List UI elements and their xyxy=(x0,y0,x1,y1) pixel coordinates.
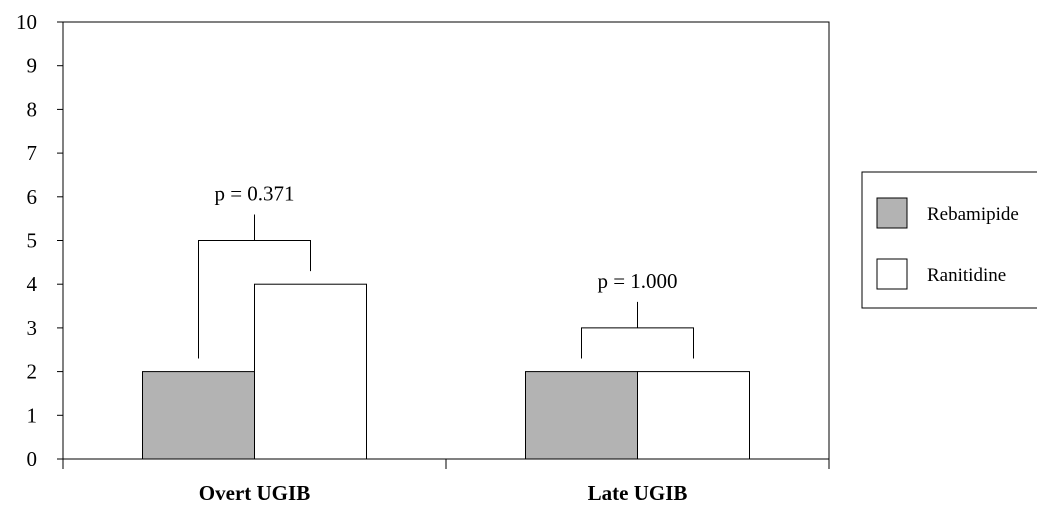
bars xyxy=(142,283,750,460)
y-tick-label: 4 xyxy=(27,272,38,296)
category-label: Overt UGIB xyxy=(199,481,310,505)
y-tick-label: 0 xyxy=(27,447,38,471)
p-value-annotations: p = 0.371 p = 1.000 xyxy=(198,182,694,359)
bar-ranitidine xyxy=(637,371,750,460)
bar-rebamipide xyxy=(142,371,255,460)
x-axis: Overt UGIB Late UGIB xyxy=(62,459,830,505)
y-tick-label: 5 xyxy=(27,229,38,253)
p-value-label: p = 1.000 xyxy=(597,269,677,293)
legend-swatch-rebamipide xyxy=(876,197,908,229)
legend-swatch-ranitidine xyxy=(876,258,908,290)
y-tick-label: 7 xyxy=(27,141,38,165)
legend: Rebamipide Ranitidine xyxy=(861,171,1037,309)
y-tick-label: 9 xyxy=(27,54,38,78)
category-label: Late UGIB xyxy=(588,481,688,505)
bar-ranitidine xyxy=(254,283,367,460)
y-tick-label: 8 xyxy=(27,97,38,121)
y-tick-label: 1 xyxy=(27,403,38,427)
legend-label: Ranitidine xyxy=(927,265,1006,286)
p-value-label: p = 0.371 xyxy=(214,182,294,206)
bar-rebamipide xyxy=(525,371,638,460)
y-tick-label: 6 xyxy=(27,185,38,209)
y-axis: 0 1 2 3 4 5 6 7 8 9 10 xyxy=(16,10,63,471)
y-tick-label: 2 xyxy=(27,360,38,384)
y-tick-label: 10 xyxy=(16,10,37,34)
y-tick-label: 3 xyxy=(27,316,38,340)
legend-label: Rebamipide xyxy=(927,204,1019,225)
